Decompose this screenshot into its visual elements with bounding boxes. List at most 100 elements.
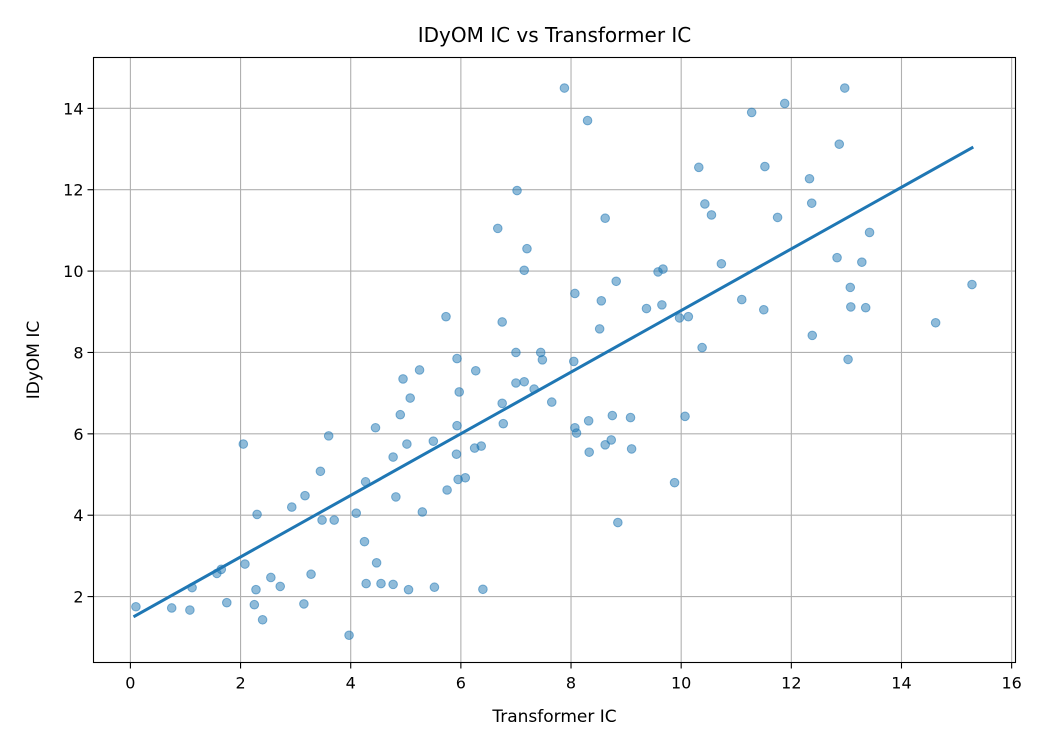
scatter-point [441, 311, 451, 322]
scatter-point [361, 578, 371, 589]
scatter-point [512, 185, 522, 196]
scatter-point [860, 302, 871, 313]
scatter-point [857, 257, 867, 267]
scatter-point [359, 536, 370, 547]
scatter-point [275, 581, 286, 592]
fit-line-layer [132, 145, 975, 619]
y-tick-label: 14 [63, 99, 83, 118]
scatter-point [388, 452, 398, 462]
scatter-point [511, 378, 521, 388]
scatter-point [584, 447, 594, 457]
scatter-point [405, 393, 415, 403]
y-axis-ticks: 2 4 6 8 10 12 14 [63, 99, 94, 607]
scatter-point [571, 428, 582, 438]
scatter-point [843, 354, 853, 365]
scatter-point [807, 330, 818, 341]
chart-title: IDyOM IC vs Transformer IC [418, 23, 692, 47]
scatter-point [596, 296, 607, 306]
scatter-point [402, 439, 412, 449]
plot-frame [92, 56, 1017, 664]
scatter-point [428, 436, 439, 446]
scatter-point [779, 98, 790, 109]
scatter-point [266, 572, 276, 583]
scatter-point [700, 199, 710, 209]
scatter-point [804, 173, 815, 184]
scatter-point [452, 420, 462, 431]
scatter-point [498, 418, 509, 429]
scatter-point [582, 115, 593, 126]
scatter-point [736, 294, 747, 305]
scatter-point [625, 412, 636, 423]
scatter-point [370, 422, 381, 433]
scatter-point [395, 409, 406, 420]
scatter-point [834, 139, 845, 149]
scatter-point [492, 223, 503, 234]
scatter-point [758, 304, 769, 315]
scatter-point [417, 507, 428, 517]
scatter-point [697, 342, 707, 353]
scatter-point [537, 354, 548, 365]
scatter-point [497, 398, 507, 409]
scatter-point [607, 410, 618, 421]
scatter-point [832, 252, 842, 263]
scatter-point [451, 449, 462, 459]
scatter-point [414, 365, 425, 375]
scatter-point [606, 435, 617, 445]
scatter-point [519, 265, 530, 276]
x-tick-label: 12 [781, 674, 801, 693]
scatter-point [559, 83, 570, 93]
scatter-point [600, 213, 610, 224]
scatter-point [166, 603, 177, 613]
scatter-point [594, 324, 605, 334]
scatter-point [376, 578, 386, 589]
x-tick-label: 0 [125, 674, 135, 693]
y-axis-label: IDyOM IC [24, 321, 44, 400]
x-axis-label: Transformer IC [491, 707, 616, 727]
scatter-point [371, 558, 382, 568]
scatter-point [497, 317, 507, 327]
scatter-point [299, 599, 309, 609]
scatter-point [706, 210, 717, 220]
scatter-point [568, 356, 579, 367]
scatter-point [746, 107, 757, 118]
scatter-point [683, 311, 694, 322]
scatter-point [300, 490, 310, 501]
x-tick-label: 4 [346, 674, 356, 693]
scatter-point [626, 444, 637, 454]
scatter-point [570, 288, 580, 299]
scatter-point [760, 161, 770, 172]
scatter-point [454, 387, 465, 397]
scatter-point [429, 582, 440, 593]
data-points [131, 83, 977, 641]
fit-line [132, 145, 975, 619]
scatter-point [583, 416, 594, 426]
x-tick-label: 14 [891, 674, 911, 693]
scatter-point [257, 614, 268, 625]
scatter-point [470, 365, 481, 376]
scatter-point [452, 353, 462, 364]
scatter-point [839, 83, 850, 93]
scatter-point [658, 264, 668, 274]
scatter-point [185, 605, 195, 615]
scatter-point [611, 276, 621, 287]
scatter-point [511, 347, 521, 358]
scatter-point [657, 300, 667, 310]
scatter-point [680, 411, 690, 422]
scatter-point [403, 584, 414, 595]
scatter-point [344, 630, 354, 641]
y-tick-label: 4 [73, 506, 83, 525]
scatter-point [315, 466, 326, 477]
scatter-point [772, 212, 783, 223]
x-tick-label: 6 [456, 674, 466, 693]
x-tick-label: 2 [235, 674, 245, 693]
scatter-point [306, 569, 316, 580]
scatter-point [846, 302, 856, 312]
scatter-point [442, 485, 452, 495]
scatter-point [286, 502, 297, 512]
scatter-point [317, 515, 327, 525]
scatter-point [476, 441, 487, 451]
scatter-point [251, 584, 261, 595]
scatter-point [967, 279, 977, 290]
